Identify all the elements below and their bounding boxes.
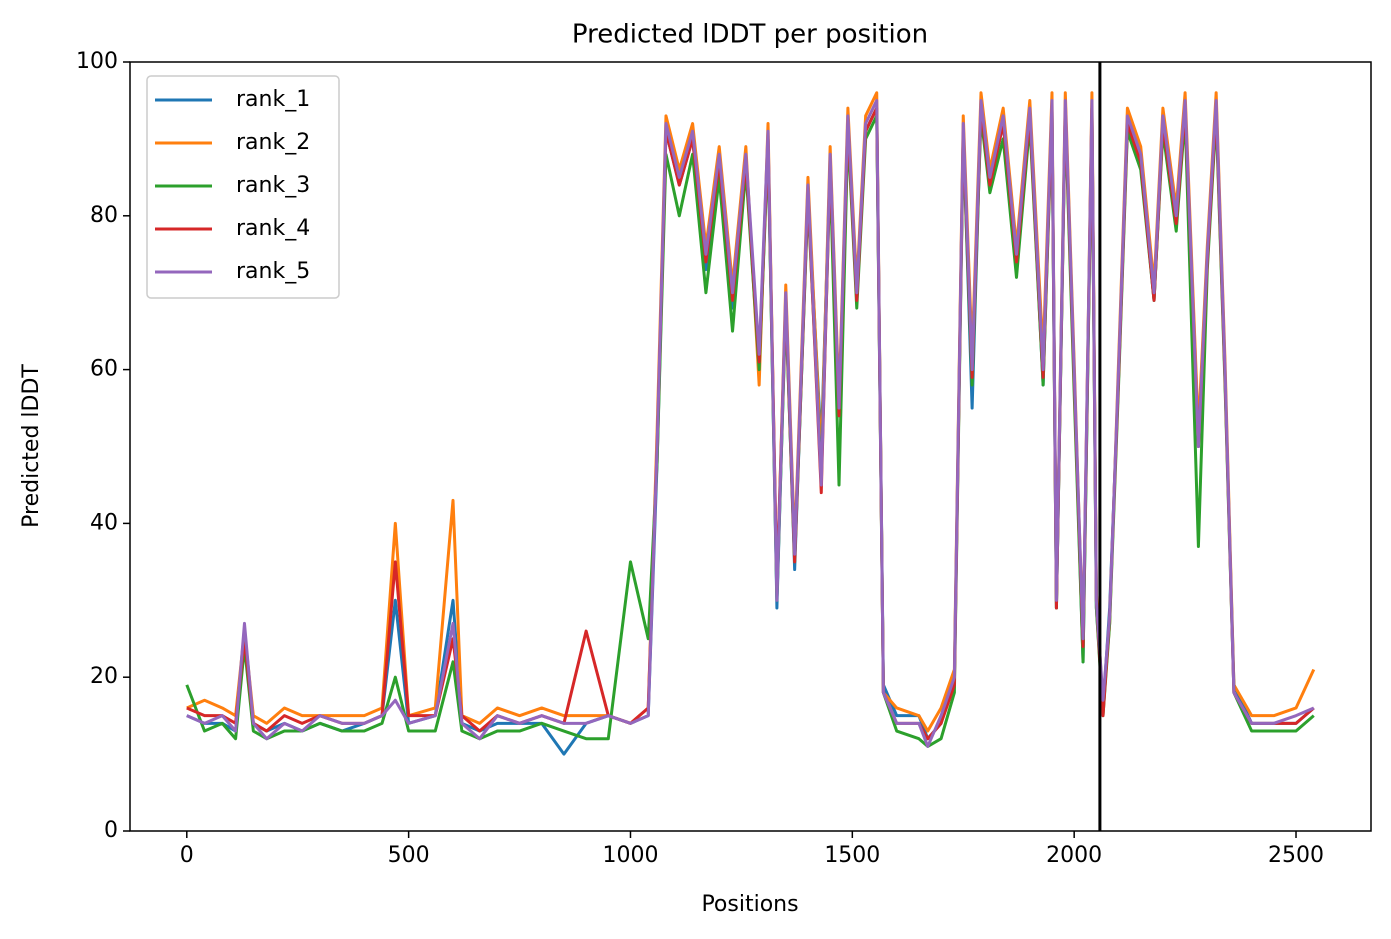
legend-label: rank_5: [236, 259, 310, 284]
line-series: [186, 98, 1315, 748]
y-tick-label: 20: [90, 664, 118, 689]
y-axis-label: Predicted lDDT: [19, 364, 44, 528]
x-tick-label: 2500: [1268, 843, 1324, 868]
x-tick-label: 1000: [602, 843, 658, 868]
y-tick-label: 40: [90, 510, 118, 535]
x-axis-label: Positions: [701, 892, 798, 917]
legend-label: rank_3: [236, 173, 310, 198]
axes-frame: [129, 61, 1372, 832]
legend-label: rank_2: [236, 130, 310, 155]
y-tick-label: 0: [104, 818, 118, 843]
x-tick-label: 2000: [1046, 843, 1102, 868]
x-tick-label: 1500: [824, 843, 880, 868]
chart-title: Predicted lDDT per position: [572, 20, 928, 50]
legend-label: rank_4: [236, 216, 310, 241]
x-tick-label: 0: [180, 843, 194, 868]
plot-area: [185, 91, 1316, 756]
y-tick-label: 60: [90, 357, 118, 382]
y-tick-label: 100: [76, 49, 118, 74]
x-tick-label: 500: [388, 843, 430, 868]
y-tick-label: 80: [90, 203, 118, 228]
legend-label: rank_1: [236, 87, 310, 112]
legend-box: [146, 75, 340, 299]
